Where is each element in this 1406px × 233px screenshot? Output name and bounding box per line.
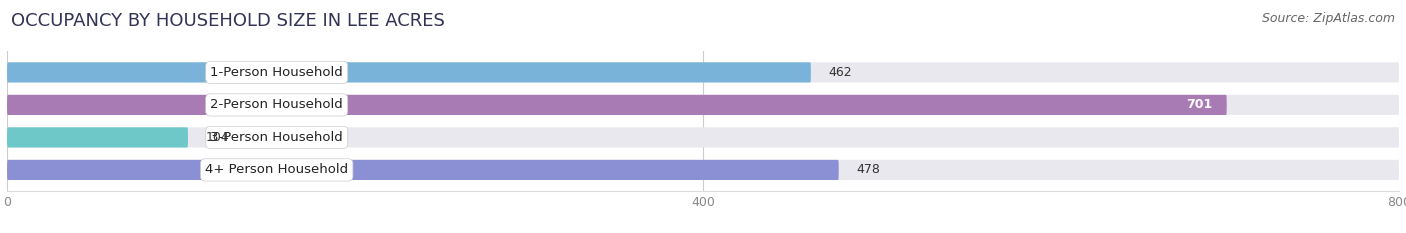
Text: OCCUPANCY BY HOUSEHOLD SIZE IN LEE ACRES: OCCUPANCY BY HOUSEHOLD SIZE IN LEE ACRES: [11, 12, 446, 30]
Text: 2-Person Household: 2-Person Household: [211, 98, 343, 111]
FancyBboxPatch shape: [7, 95, 1399, 115]
FancyBboxPatch shape: [7, 95, 1226, 115]
FancyBboxPatch shape: [7, 62, 1399, 82]
Text: Source: ZipAtlas.com: Source: ZipAtlas.com: [1261, 12, 1395, 25]
FancyBboxPatch shape: [7, 160, 1399, 180]
Text: 462: 462: [828, 66, 852, 79]
Text: 1-Person Household: 1-Person Household: [211, 66, 343, 79]
Text: 104: 104: [205, 131, 229, 144]
Text: 701: 701: [1187, 98, 1213, 111]
Text: 3-Person Household: 3-Person Household: [211, 131, 343, 144]
Text: 4+ Person Household: 4+ Person Household: [205, 163, 349, 176]
FancyBboxPatch shape: [7, 127, 188, 147]
Text: 478: 478: [856, 163, 880, 176]
FancyBboxPatch shape: [7, 160, 839, 180]
FancyBboxPatch shape: [7, 127, 1399, 147]
FancyBboxPatch shape: [7, 62, 811, 82]
